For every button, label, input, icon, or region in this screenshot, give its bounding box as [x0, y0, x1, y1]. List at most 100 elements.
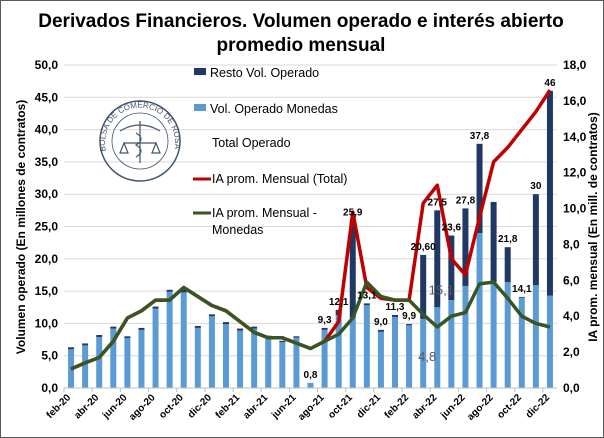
- bar-monedas-may-21: [279, 342, 286, 388]
- y2-tick-label: 4,0: [563, 309, 580, 323]
- y2-tick-label: 16,0: [563, 94, 587, 108]
- bar-monedas-oct-21: [349, 317, 356, 388]
- bar-resto-abr-22: [434, 210, 441, 308]
- y-axis-right-label: IA prom. mensual (En mill. de contratos): [586, 112, 600, 342]
- data-label-ene-22: 11,3: [386, 302, 405, 313]
- bar-resto-sep-20: [166, 289, 173, 292]
- data-label-may-22: 23,6: [442, 223, 462, 234]
- legend-ia-monedas-2: Monedas: [212, 223, 263, 237]
- bar-monedas-jun-21: [293, 337, 300, 388]
- bar-resto-ene-21: [222, 322, 229, 325]
- bar-resto-feb-22: [406, 324, 413, 326]
- bar-resto-feb-21: [237, 328, 244, 331]
- bar-monedas-feb-21: [237, 330, 244, 388]
- bar-resto-nov-20: [194, 325, 201, 328]
- y-axis-left-label: Volumen operado (En millones de contrato…: [14, 100, 28, 354]
- bar-resto-nov-21: [363, 303, 370, 306]
- data-label-dic-22: 46: [544, 78, 556, 89]
- bar-monedas-ene-21: [222, 324, 229, 388]
- bar-resto-nov-22: [532, 194, 539, 286]
- y-tick-label: 35,0: [35, 155, 59, 169]
- bar-resto-ago-20: [152, 306, 159, 309]
- y2-tick-label: 6,0: [563, 273, 580, 287]
- bar-monedas-nov-20: [194, 327, 201, 388]
- data-label-jul-21: 0,8: [304, 370, 318, 381]
- bar-resto-abr-20: [96, 335, 103, 337]
- legend-total: Total Operado: [212, 136, 291, 150]
- bar-monedas-mar-20: [82, 345, 89, 388]
- data-label-feb-22: 9,9: [402, 311, 416, 322]
- data-label-nov-22: 30: [530, 181, 542, 192]
- y-tick-label: 25,0: [35, 220, 59, 234]
- bar-monedas-dic-20: [208, 316, 215, 388]
- y-tick-label: 15,0: [35, 284, 59, 298]
- chart-title-line-1: Derivados Financieros. Volumen operado e…: [38, 11, 563, 32]
- bar-monedas-jul-22: [476, 232, 483, 388]
- bar-monedas-nov-22: [532, 285, 539, 388]
- x-tick-label: jun-20: [100, 392, 130, 422]
- bar-resto-jun-21: [293, 336, 300, 338]
- data-label-jul-22: 37,8: [470, 131, 490, 142]
- x-tick-label: abr-22: [410, 392, 439, 421]
- bar-monedas-oct-22: [518, 297, 525, 388]
- data-label-mar-22: 20,60: [411, 242, 436, 253]
- bar-monedas-ago-22: [490, 282, 497, 388]
- data-label-sep-21: 12,1: [329, 297, 349, 308]
- bar-monedas-ago-20: [152, 308, 159, 388]
- bar-resto-mar-22: [420, 254, 427, 319]
- bar-resto-dic-20: [208, 314, 215, 317]
- bolsa-logo: BOLSA DE COMERCIO DE ROSARIO: [98, 100, 182, 182]
- bar-resto-ago-21: [321, 327, 328, 330]
- bar-monedas-dic-22: [546, 295, 553, 388]
- y2-tick-label: 8,0: [563, 237, 580, 251]
- data-label-oct-21: 25,9: [343, 208, 363, 219]
- x-tick-label: abr-20: [72, 392, 101, 421]
- bar-monedas-abr-21: [265, 336, 272, 388]
- y-tick-label: 45,0: [35, 90, 59, 104]
- bar-monedas-may-20: [110, 328, 117, 388]
- bar-resto-sep-22: [504, 247, 511, 283]
- bar-resto-dic-22: [546, 90, 553, 296]
- y-tick-label: 0,0: [41, 381, 58, 395]
- bar-resto-ene-22: [392, 315, 399, 317]
- data-labels: 0,8 9,3 12,1 25,9 13,1 9,0 11,39,9 20,60 27,5 23,…: [304, 78, 556, 381]
- gridlines: [64, 64, 557, 389]
- bar-resto-jun-20: [124, 336, 131, 339]
- x-tick-label: oct-21: [326, 392, 355, 421]
- data-label-jun-22: 27,8: [456, 195, 476, 206]
- bar-monedas-abr-22: [434, 307, 441, 388]
- bar-resto-oct-21: [349, 220, 356, 318]
- legend-ia-monedas: IA prom. Mensual -: [212, 206, 317, 220]
- y2-tick-label: 0,0: [563, 381, 580, 395]
- x-tick-label: feb-20: [45, 392, 74, 421]
- bar-resto-may-20: [110, 326, 117, 329]
- y2-tick-label: 12,0: [563, 166, 587, 180]
- x-tick-label: jun-22: [438, 392, 468, 422]
- y2-tick-label: 2,0: [563, 345, 580, 359]
- bar-resto-mar-20: [82, 343, 89, 346]
- bar-monedas-jun-22: [462, 285, 469, 388]
- bar-monedas-dic-21: [377, 331, 384, 388]
- bar-monedas-ene-22: [392, 316, 399, 388]
- bar-resto-mar-21: [251, 326, 258, 329]
- legend-ia-total: IA prom. Mensual (Total): [212, 172, 347, 186]
- bar-monedas-feb-22: [406, 325, 413, 388]
- y-tick-label: 20,0: [35, 252, 59, 266]
- x-tick-label: dic-21: [355, 392, 384, 421]
- bar-resto-jul-20: [138, 327, 145, 330]
- data-label-dic-21: 9,0: [374, 317, 388, 328]
- y-tick-label: 10,0: [35, 316, 59, 330]
- legend-monedas: Vol. Operado Monedas: [210, 102, 338, 116]
- x-tick-label: oct-20: [157, 392, 186, 421]
- x-tick-label: feb-21: [214, 392, 243, 421]
- bar-resto-oct-22: [518, 296, 525, 298]
- bar-resto-ago-22: [490, 201, 497, 283]
- bar-resto-may-21: [279, 340, 286, 343]
- y-axis-right: 0,0 2,0 4,0 6,0 8,0 10,0 12,0 14,0 16,0 18,0: [563, 58, 587, 395]
- x-tick-label: oct-22: [495, 392, 524, 421]
- bar-monedas-jun-20: [124, 338, 131, 388]
- bar-monedas-oct-20: [180, 292, 187, 388]
- y2-tick-label: 10,0: [563, 202, 587, 216]
